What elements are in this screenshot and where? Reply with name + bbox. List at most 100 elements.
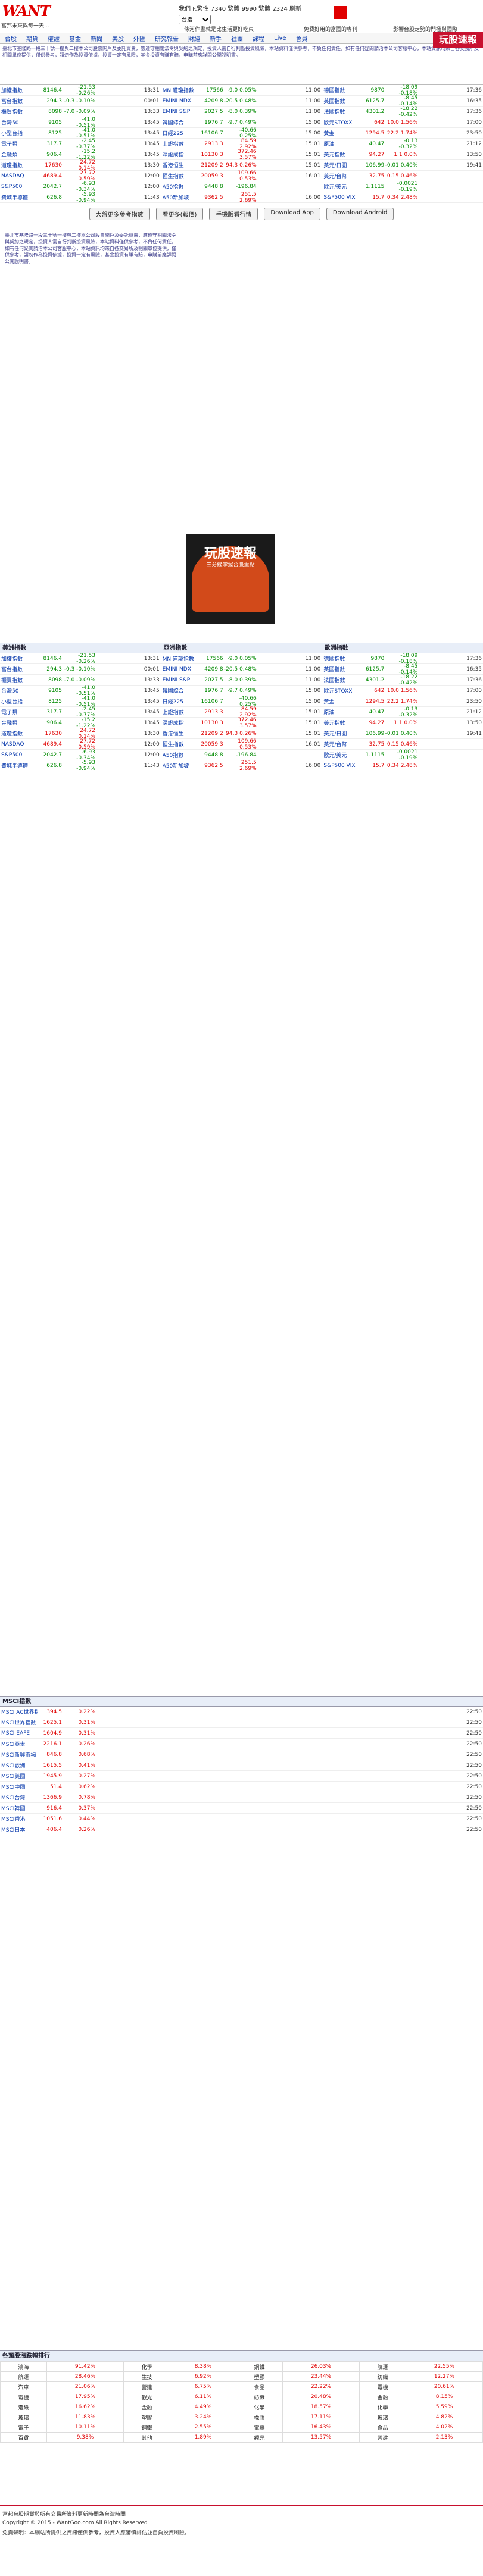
top-link[interactable]: 9990 <box>241 6 257 12</box>
quote-row[interactable]: 小型台指 8125 -41.0 -0.51% 13:45 <box>0 696 161 708</box>
quote-row[interactable]: EMINI S&P 2027.5 -8.0 0.39% 11:00 <box>161 675 322 686</box>
mobile-button[interactable]: 手機版看行情 <box>209 208 258 220</box>
quote-row[interactable]: 金融類 906.4 -15.2 -1.22% 13:45 <box>0 149 161 161</box>
quote-row[interactable]: MSCI新興市場 846.8 0.68% 22:50 <box>0 1749 483 1760</box>
quote-row[interactable]: A50新加坡 9362.5 251.5 2.69% 16:00 <box>161 192 322 204</box>
quote-row[interactable]: 美元/日圓 106.99 -0.01 0.40% 19:41 <box>322 160 483 171</box>
quote-row[interactable]: 法國指數 4301.2 -18.22 -0.42% 17:36 <box>322 106 483 118</box>
quote-row[interactable]: A50指數 9448.8 -196.84 <box>161 750 322 760</box>
quote-row[interactable]: 上證指數 2913.3 84.59 2.92% 15:01 <box>161 706 322 718</box>
quote-row[interactable]: MSCI美國 1945.9 0.27% 22:50 <box>0 1771 483 1782</box>
quote-row[interactable]: 原油 40.47 -0.13 -0.32% 21:12 <box>322 138 483 150</box>
promo-banner[interactable]: 玩股速報 三分鐘掌握台股重點 <box>186 534 275 624</box>
quote-row[interactable]: 黃金 1294.5 22.2 1.74% 23:50 <box>322 128 483 139</box>
quote-row[interactable]: 櫃買指數 8098 -7.0 -0.09% 13:33 <box>0 675 161 686</box>
top-link[interactable]: 刷新 <box>289 6 301 12</box>
nav-item[interactable]: 台股 <box>5 36 17 43</box>
quote-row[interactable]: 黃金 1294.5 22.2 1.74% 23:50 <box>322 696 483 707</box>
market-select[interactable]: 台指 <box>179 15 211 24</box>
quote-row[interactable]: 韓國綜合 1976.7 -9.7 0.49% 15:00 <box>161 686 322 696</box>
top-link[interactable]: 2324 <box>272 6 288 12</box>
top-link[interactable]: 繁體 <box>228 6 240 12</box>
quote-row[interactable]: MSCI日本 406.4 0.26% 22:50 <box>0 1824 483 1835</box>
quote-row[interactable]: MSCI世界指數 1625.1 0.31% 22:50 <box>0 1717 483 1728</box>
quote-row[interactable]: 金融類 906.4 -15.2 -1.22% 13:45 <box>0 717 161 729</box>
quote-row[interactable]: MSCI韓國 916.4 0.37% 22:50 <box>0 1803 483 1814</box>
quote-row[interactable]: 費城半導體 626.8 -5.93 -0.94% 11:43 <box>0 192 161 204</box>
nav-item[interactable]: 新手 <box>210 36 222 43</box>
top-link[interactable]: 我們 <box>179 6 191 12</box>
quote-row[interactable]: 恒生指數 20059.3 109.66 0.53% 16:01 <box>161 170 322 182</box>
quote-row[interactable]: MSCI EAFE 1604.9 0.31% 22:50 <box>0 1728 483 1739</box>
quote-row[interactable]: 美元指數 94.27 1.1 0.0% 13:50 <box>322 149 483 160</box>
quote-row[interactable]: 歐元STOXX 642 10.0 1.56% 17:00 <box>322 686 483 696</box>
nav-item[interactable]: 社團 <box>231 36 243 43</box>
table-row[interactable]: 汽車 21.06% 營建 6.75% 食品 22.22% 電機 20.61% <box>0 2381 483 2392</box>
top-link[interactable]: F.繁性 <box>192 6 209 12</box>
quote-row[interactable]: 歐元/美元 1.1115 -0.0021 -0.19% <box>322 749 483 761</box>
quote-row[interactable]: 日經225 16106.7 -40.66 0.25% 15:00 <box>161 696 322 708</box>
quote-row[interactable]: 美元指數 94.27 1.1 0.0% 13:50 <box>322 718 483 728</box>
table-row[interactable]: 鴻海 91.42% 化學 8.38% 鋼鐵 26.03% 航運 22.55% <box>0 2361 483 2372</box>
table-row[interactable]: 百貨 9.38% 其他 1.89% 觀光 13.57% 營建 2.13% <box>0 2432 483 2443</box>
site-logo[interactable]: WANT <box>2 2 60 20</box>
quote-row[interactable]: 深證成指 10130.3 372.46 3.57% 15:01 <box>161 149 322 161</box>
nav-item[interactable]: 會員 <box>295 36 308 43</box>
quote-row[interactable]: NASDAQ 4689.4 27.72 0.59% 12:00 <box>0 170 161 182</box>
brand-banner[interactable]: 玩股速報 <box>432 32 483 48</box>
nav-item[interactable]: 基金 <box>69 36 81 43</box>
quote-row[interactable]: MSCI AC世界指數 394.5 0.22% 22:50 <box>0 1707 483 1717</box>
quote-row[interactable]: 美元/台幣 32.75 0.15 0.46% <box>322 739 483 750</box>
quote-row[interactable]: 加權指數 8146.4 -21.53 -0.26% 13:31 <box>0 653 161 665</box>
quote-row[interactable]: 香港恒生 21209.2 94.3 0.26% 15:01 <box>161 728 322 739</box>
quote-row[interactable]: EMINI NDX 4209.8 -20.5 0.48% 11:00 <box>161 664 322 675</box>
quote-row[interactable]: 富台指數 294.3 -0.3 -0.10% 00:01 <box>0 96 161 107</box>
table-row[interactable]: 電機 17.95% 觀光 6.11% 紡織 20.48% 金融 8.15% <box>0 2392 483 2402</box>
nav-item[interactable]: 新聞 <box>91 36 102 43</box>
quote-row[interactable]: 英國指數 6125.7 -8.45 -0.14% 16:35 <box>322 95 483 107</box>
android-download-button[interactable]: Download Android <box>326 208 394 220</box>
quote-row[interactable]: 美元/台幣 32.75 0.15 0.46% <box>322 171 483 181</box>
quote-row[interactable]: 歐元STOXX 642 10.0 1.56% 17:00 <box>322 117 483 128</box>
quote-row[interactable]: 電子類 317.7 -2.45 -0.77% 13:45 <box>0 138 161 150</box>
quote-row[interactable]: EMINI NDX 4209.8 -20.5 0.48% 11:00 <box>161 96 322 107</box>
top-link[interactable]: 7340 <box>210 6 226 12</box>
quote-row[interactable]: 歐元/美元 1.1115 -0.0021 -0.19% <box>322 181 483 193</box>
quote-row[interactable]: 加權指數 8146.4 -21.53 -0.26% 13:31 <box>0 84 161 96</box>
more-quotes-button[interactable]: 看更多(報價) <box>155 208 204 220</box>
nav-item[interactable]: 權證 <box>48 36 60 43</box>
nav-item[interactable]: Live <box>274 35 286 42</box>
quote-row[interactable]: MSCI中國 51.4 0.62% 22:50 <box>0 1782 483 1792</box>
quote-row[interactable]: MNI道瓊指數 17566 -9.0 0.05% 11:00 <box>161 653 322 664</box>
more-index-button[interactable]: 大盤更多參考指數 <box>89 208 150 220</box>
quote-row[interactable]: 富台指數 294.3 -0.3 -0.10% 00:01 <box>0 664 161 675</box>
quote-row[interactable]: EMINI S&P 2027.5 -8.0 0.39% 11:00 <box>161 107 322 117</box>
quote-row[interactable]: 日經225 16106.7 -40.66 0.25% 15:00 <box>161 127 322 139</box>
quote-row[interactable]: S&P500 2042.7 -6.93 -0.34% 12:00 <box>0 181 161 193</box>
quote-row[interactable]: 櫃買指數 8098 -7.0 -0.09% 13:33 <box>0 107 161 117</box>
quote-row[interactable]: MSCI歐洲 1615.5 0.41% 22:50 <box>0 1760 483 1771</box>
quote-row[interactable]: 原油 40.47 -0.13 -0.32% 21:12 <box>322 706 483 718</box>
table-row[interactable]: 造紙 16.62% 金融 4.49% 化學 18.57% 化學 5.59% <box>0 2402 483 2412</box>
quote-row[interactable]: 德國指數 9870 -18.09 -0.18% 17:36 <box>322 84 483 96</box>
quote-row[interactable]: S&P500 VIX 15.7 0.34 2.48% <box>322 192 483 203</box>
table-row[interactable]: 航運 28.46% 生技 6.92% 塑膠 23.44% 紡織 12.27% <box>0 2371 483 2382</box>
quote-row[interactable]: 韓國綜合 1976.7 -9.7 0.49% 15:00 <box>161 117 322 128</box>
quote-row[interactable]: MSCI亞太 2216.1 0.26% 22:50 <box>0 1739 483 1749</box>
quote-row[interactable]: 深證成指 10130.3 372.46 3.57% 15:01 <box>161 717 322 729</box>
quote-row[interactable]: NASDAQ 4689.4 27.72 0.59% 12:00 <box>0 738 161 750</box>
quote-row[interactable]: 電子類 317.7 -2.45 -0.77% 13:45 <box>0 706 161 718</box>
quote-row[interactable]: S&P500 2042.7 -6.93 -0.34% 12:00 <box>0 749 161 761</box>
quote-row[interactable]: 美元/日圓 106.99 -0.01 0.40% 19:41 <box>322 728 483 739</box>
nav-item[interactable]: 外匯 <box>133 36 145 43</box>
quote-row[interactable]: 小型台指 8125 -41.0 -0.51% 13:45 <box>0 127 161 139</box>
slogan-3[interactable]: 影響台股走勢的門檻與國際 <box>393 27 458 33</box>
quote-row[interactable]: 台灣50 9105 -41.0 -0.51% 13:45 <box>0 117 161 129</box>
quote-row[interactable]: 上證指數 2913.3 84.59 2.92% 15:01 <box>161 138 322 150</box>
quote-row[interactable]: 費城半導體 626.8 -5.93 -0.94% 11:43 <box>0 760 161 772</box>
quote-row[interactable]: A50指數 9448.8 -196.84 <box>161 181 322 192</box>
quote-row[interactable]: 台灣50 9105 -41.0 -0.51% 13:45 <box>0 685 161 697</box>
nav-item[interactable]: 期貨 <box>26 36 38 43</box>
nav-item[interactable]: 美股 <box>112 36 124 43</box>
nav-item[interactable]: 研究報告 <box>155 36 179 43</box>
